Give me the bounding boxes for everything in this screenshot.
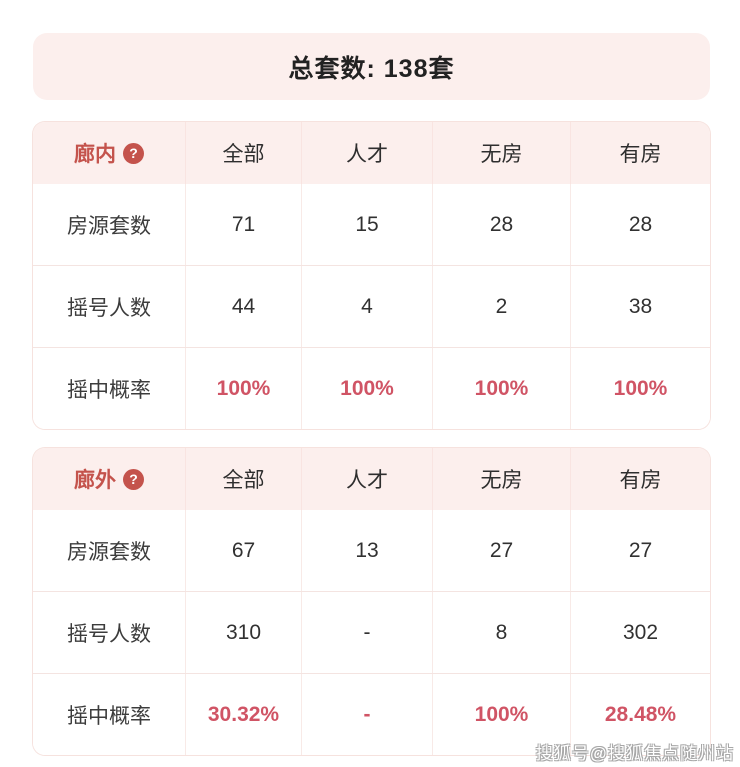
table-title-cell: 廊内 ? bbox=[33, 122, 185, 184]
table-title-cell: 廊外 ? bbox=[33, 448, 185, 510]
value-cell: 27 bbox=[570, 510, 710, 591]
value-cell: 2 bbox=[432, 266, 570, 347]
row-label: 摇号人数 bbox=[67, 622, 151, 646]
value-cell: 8 bbox=[432, 592, 570, 673]
value-cell: 310 bbox=[185, 592, 301, 673]
column-header-all: 全部 bbox=[185, 448, 301, 510]
sohu-watermark: 搜狐号@搜狐焦点随州站 bbox=[535, 744, 734, 763]
value-cell: 15 bbox=[301, 184, 432, 265]
column-header-no-house: 无房 bbox=[432, 448, 570, 510]
value-cell: 100% bbox=[185, 348, 301, 429]
value-cell: 100% bbox=[570, 348, 710, 429]
table-title: 廊内 bbox=[74, 143, 116, 166]
value-cell: 27 bbox=[432, 510, 570, 591]
table-header-row: 廊外 ? 全部 人才 无房 有房 bbox=[33, 448, 710, 510]
column-header-no-house: 无房 bbox=[432, 122, 570, 184]
help-icon[interactable]: ? bbox=[123, 142, 144, 164]
value-cell: 302 bbox=[570, 592, 710, 673]
table-row: 房源套数 67 13 27 27 bbox=[33, 510, 710, 591]
value-cell: 13 bbox=[301, 510, 432, 591]
value-cell: 44 bbox=[185, 266, 301, 347]
column-header-has-house: 有房 bbox=[570, 122, 710, 184]
total-units-banner: 总套数: 138套 bbox=[33, 33, 710, 100]
table-header-row: 廊内 ? 全部 人才 无房 有房 bbox=[33, 122, 710, 184]
help-icon[interactable]: ? bbox=[123, 468, 144, 490]
column-header-all: 全部 bbox=[185, 122, 301, 184]
value-cell: 28.48% bbox=[570, 674, 710, 755]
value-cell: 100% bbox=[432, 348, 570, 429]
table-row: 摇中概率 100% 100% 100% 100% bbox=[33, 347, 710, 429]
row-label: 房源套数 bbox=[67, 540, 151, 564]
value-cell: 30.32% bbox=[185, 674, 301, 755]
value-cell: - bbox=[301, 592, 432, 673]
table-title: 廊外 bbox=[74, 469, 116, 492]
table-row: 摇中概率 30.32% - 100% 28.48% bbox=[33, 673, 710, 755]
value-cell: 100% bbox=[432, 674, 570, 755]
value-cell: 28 bbox=[570, 184, 710, 265]
value-cell: 38 bbox=[570, 266, 710, 347]
column-header-has-house: 有房 bbox=[570, 448, 710, 510]
total-units-text: 总套数: 138套 bbox=[288, 54, 455, 83]
value-cell: 100% bbox=[301, 348, 432, 429]
table-row: 摇号人数 310 - 8 302 bbox=[33, 591, 710, 673]
row-label: 摇号人数 bbox=[67, 296, 151, 320]
table-row: 房源套数 71 15 28 28 bbox=[33, 184, 710, 265]
row-label: 摇中概率 bbox=[67, 378, 151, 402]
row-label: 房源套数 bbox=[67, 214, 151, 238]
row-label: 摇中概率 bbox=[67, 704, 151, 728]
value-cell: 71 bbox=[185, 184, 301, 265]
column-header-talent: 人才 bbox=[301, 448, 432, 510]
table-langnei: 廊内 ? 全部 人才 无房 有房 房源套数 71 15 28 28 摇号人数 4… bbox=[33, 122, 710, 429]
value-cell: 4 bbox=[301, 266, 432, 347]
table-langwai: 廊外 ? 全部 人才 无房 有房 房源套数 67 13 27 27 摇号人数 3… bbox=[33, 448, 710, 755]
value-cell: 28 bbox=[432, 184, 570, 265]
column-header-talent: 人才 bbox=[301, 122, 432, 184]
value-cell: - bbox=[301, 674, 432, 755]
table-row: 摇号人数 44 4 2 38 bbox=[33, 265, 710, 347]
value-cell: 67 bbox=[185, 510, 301, 591]
